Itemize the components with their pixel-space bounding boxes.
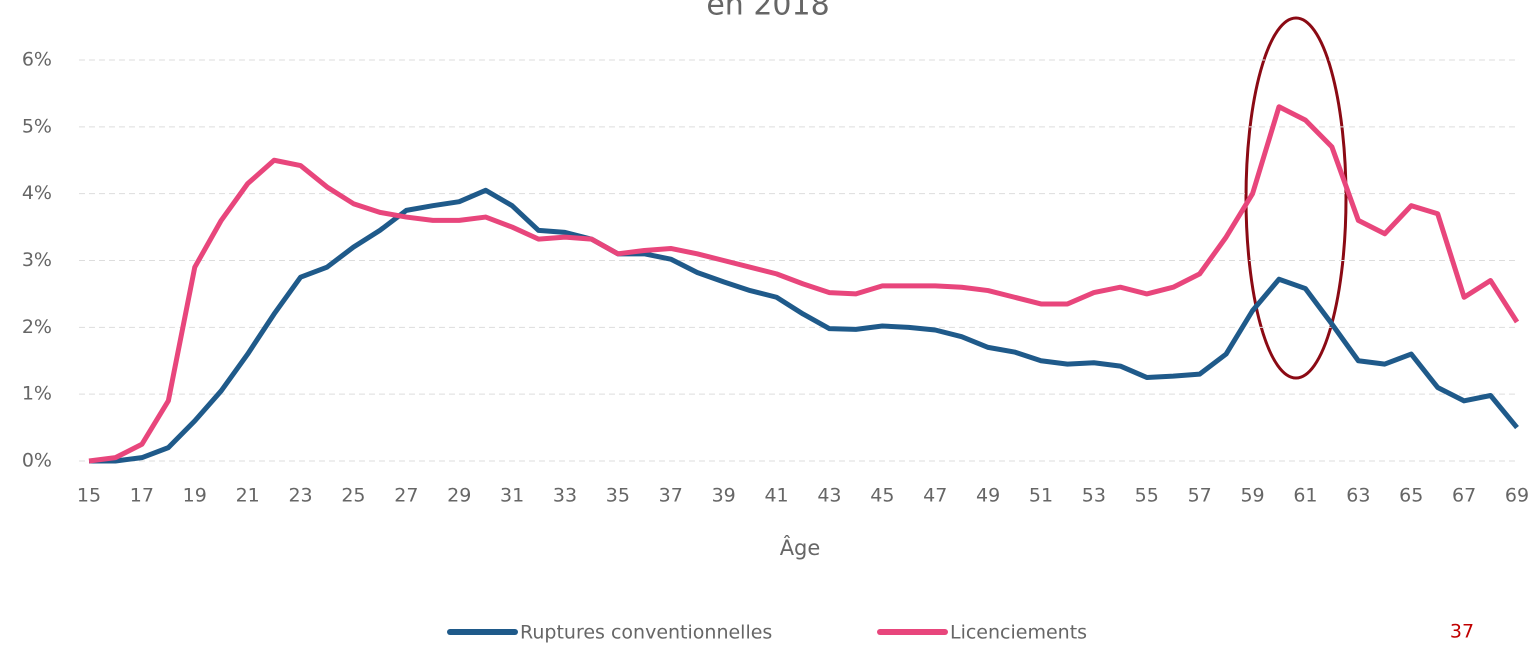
x-tick-label: 47 (923, 485, 947, 507)
x-tick-label: 19 (183, 485, 207, 507)
x-tick-label: 61 (1293, 485, 1317, 507)
x-tick-label: 69 (1505, 485, 1529, 507)
x-tick-label: 43 (817, 485, 841, 507)
line-series (88, 104, 1520, 464)
x-tick-label: 29 (447, 485, 471, 507)
y-tick-label: 5% (22, 115, 52, 137)
x-tick-label: 67 (1452, 485, 1476, 507)
x-tick-label: 31 (500, 485, 524, 507)
x-tick-label: 53 (1082, 485, 1106, 507)
x-tick-label: 63 (1346, 485, 1370, 507)
x-tick-label: 59 (1240, 485, 1264, 507)
page-number: 37 (1450, 621, 1474, 643)
x-tick-label: 17 (130, 485, 154, 507)
line-series (89, 187, 1519, 464)
x-tick-label: 45 (870, 485, 894, 507)
x-tick-label: 33 (553, 485, 577, 507)
x-tick-label: 39 (712, 485, 736, 507)
y-tick-label: 2% (22, 316, 52, 338)
y-tick-label: 6% (22, 49, 52, 71)
legend-label: Licenciements (950, 622, 1087, 644)
y-tick-label: 1% (22, 383, 52, 405)
x-tick-label: 23 (288, 485, 312, 507)
y-tick-label: 4% (22, 182, 52, 204)
x-tick-label: 41 (764, 485, 788, 507)
x-tick-label: 25 (341, 485, 365, 507)
x-tick-label: 55 (1135, 485, 1159, 507)
annotation-ellipse (1244, 16, 1348, 380)
chart-title: en 2018 (706, 0, 829, 23)
x-tick-label: 49 (976, 485, 1000, 507)
x-tick-label: 65 (1399, 485, 1423, 507)
x-tick-label: 35 (606, 485, 630, 507)
y-tick-label: 3% (22, 249, 52, 271)
x-tick-label: 27 (394, 485, 418, 507)
y-tick-label: 0% (22, 450, 52, 472)
x-tick-label: 15 (77, 485, 101, 507)
x-tick-label: 51 (1029, 485, 1053, 507)
x-tick-label: 37 (659, 485, 683, 507)
x-axis-label: Âge (780, 535, 821, 560)
legend-label: Ruptures conventionnelles (520, 622, 772, 644)
x-tick-label: 57 (1188, 485, 1212, 507)
x-tick-label: 21 (236, 485, 260, 507)
